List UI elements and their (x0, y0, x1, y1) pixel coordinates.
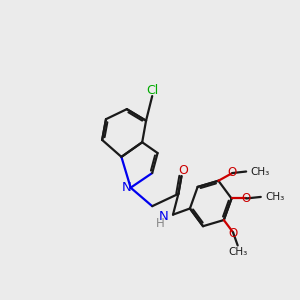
Text: N: N (122, 181, 132, 194)
Text: O: O (178, 164, 188, 177)
Text: H: H (155, 217, 164, 230)
Text: O: O (228, 166, 237, 179)
Text: O: O (228, 226, 238, 240)
Text: CH₃: CH₃ (251, 167, 270, 176)
Text: O: O (242, 192, 251, 205)
Text: Cl: Cl (146, 84, 158, 97)
Text: CH₃: CH₃ (266, 192, 285, 202)
Text: N: N (159, 210, 169, 223)
Text: CH₃: CH₃ (228, 247, 247, 256)
